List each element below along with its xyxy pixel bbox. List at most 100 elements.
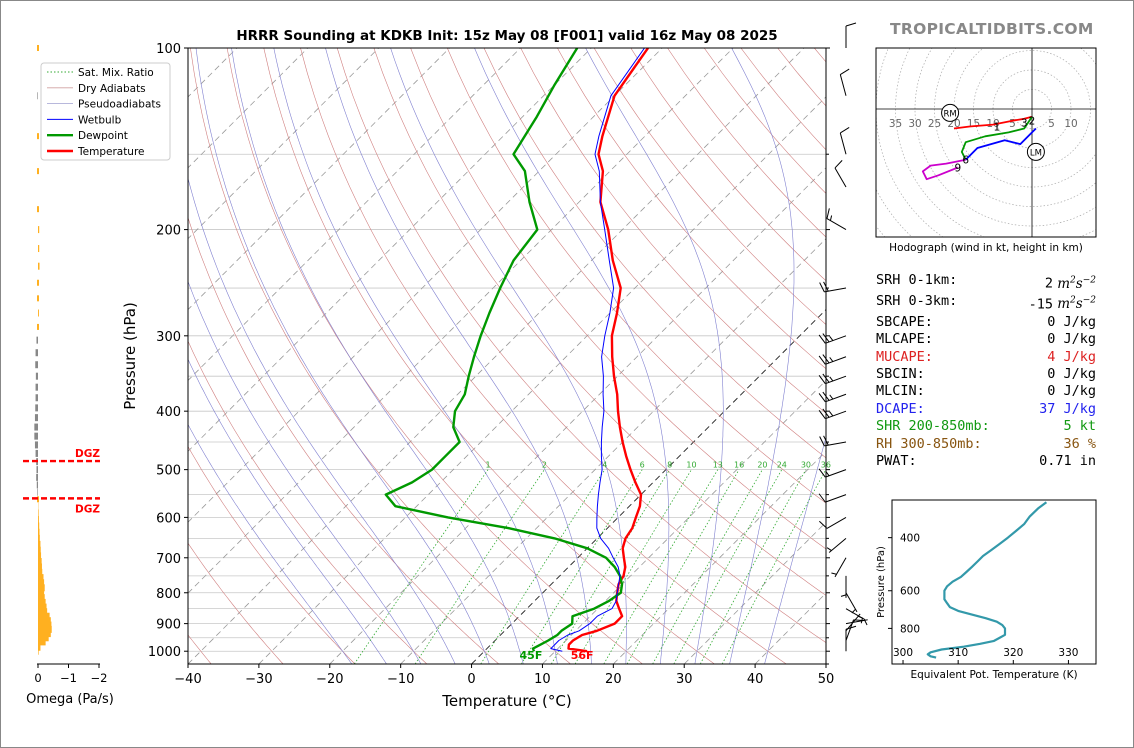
omega-bar <box>38 534 40 542</box>
dry-adiabat <box>557 48 826 370</box>
moist-adiabat <box>231 48 524 664</box>
wind-barb-half <box>825 471 830 477</box>
hodograph-frame <box>875 47 1097 238</box>
x-tick-label: 10 <box>534 672 551 687</box>
wind-barb-flag <box>823 281 829 292</box>
x-tick-label: 50 <box>818 672 835 687</box>
mixing-ratio-line <box>353 469 489 664</box>
wind-barb-staff <box>825 494 847 503</box>
omega-bar <box>37 295 39 302</box>
y-tick-label: 800 <box>156 587 181 602</box>
wind-barb-flag <box>845 22 857 27</box>
wind-barb-staff <box>825 335 847 344</box>
omega-bar <box>38 568 43 576</box>
wind-barb-half <box>860 618 863 624</box>
legend-entry: Pseudoadiabats <box>78 99 161 111</box>
wind-barb-staff <box>845 608 866 621</box>
omega-x-tick-label: −1 <box>60 671 77 685</box>
index-label: MUCAPE: <box>876 348 933 365</box>
dry-adiabat <box>520 48 826 414</box>
wind-barb-staff <box>834 167 847 188</box>
index-value: 0 J/kg <box>1047 331 1096 348</box>
mixing-ratio-label: 2 <box>542 461 547 470</box>
surface-dewpoint-label: 45F <box>520 649 543 662</box>
dry-adiabat <box>300 48 787 664</box>
wind-barb-staff <box>825 356 847 365</box>
wind-barb <box>845 619 868 626</box>
omega-bar <box>38 621 52 629</box>
isotherm <box>471 308 826 664</box>
omega-bar <box>34 423 38 431</box>
dry-adiabat <box>188 445 356 664</box>
wind-barb <box>839 127 850 155</box>
wind-barb-flag <box>818 468 826 478</box>
theta-e-y-tick-label: 800 <box>900 623 920 635</box>
index-unit: J/kg <box>1055 400 1096 417</box>
wind-barb-flag <box>834 160 843 169</box>
omega-bar <box>38 557 42 565</box>
hodograph-height-label: 6 <box>962 155 969 167</box>
wind-barb-staff <box>845 592 858 613</box>
index-number: -15 <box>1028 296 1053 313</box>
omega-bar <box>38 617 51 625</box>
storm-motion-marker <box>941 103 960 122</box>
index-number: 4 <box>1047 348 1056 365</box>
hodograph-range-label: 5 <box>1009 118 1016 130</box>
dry-adiabat <box>373 48 826 596</box>
isotherm <box>683 521 826 664</box>
hodograph-range-label: 15 <box>967 118 980 130</box>
omega-bar <box>38 647 39 655</box>
x-tick-label: −20 <box>316 672 343 687</box>
moist-adiabat <box>585 48 724 664</box>
omega-bar <box>38 226 40 234</box>
index-value: 0 J/kg <box>1047 383 1096 400</box>
omega-bar <box>37 279 39 286</box>
wind-barb-flag <box>823 435 829 446</box>
index-row: SBCIN: 0 J/kg <box>876 366 1096 383</box>
hodograph-trace <box>953 115 1033 130</box>
x-tick-label: 20 <box>605 672 622 687</box>
hodograph-trace <box>921 158 966 181</box>
y-tick-label: 100 <box>156 42 181 57</box>
isotherm <box>188 48 592 452</box>
omega-bar <box>38 516 39 524</box>
index-row: SRH 0-1km: 2 m2s−2 <box>876 272 1096 293</box>
omega-bar <box>37 488 38 496</box>
legend-entry: Wetbulb <box>78 114 122 126</box>
omega-bar <box>35 394 38 402</box>
omega-bar <box>37 92 38 100</box>
omega-bar <box>38 598 46 606</box>
dry-adiabat <box>188 542 284 664</box>
y-tick-label: 700 <box>156 552 181 567</box>
wind-barb-half <box>831 572 837 575</box>
theta-e-x-tick-label: 330 <box>1058 647 1078 659</box>
index-label: SBCAPE: <box>876 313 933 330</box>
omega-bar <box>37 206 39 213</box>
wind-barb <box>818 391 847 403</box>
index-value: 5 kt <box>1063 418 1096 435</box>
index-row: SBCAPE: 0 J/kg <box>876 314 1096 331</box>
wind-barb-flag <box>822 391 830 401</box>
omega-bar <box>37 168 39 175</box>
wind-barb-flag <box>822 408 830 418</box>
omega-bar <box>34 414 38 422</box>
wind-barb-flag <box>826 208 830 219</box>
wind-barb-half <box>829 411 834 417</box>
x-tick-label: −30 <box>245 672 272 687</box>
legend-entry: Temperature <box>77 146 145 158</box>
hodograph-range-label: 35 <box>889 118 902 130</box>
wind-barb-flag <box>819 282 825 293</box>
moist-adiabat <box>188 423 353 664</box>
legend: Sat. Mix. Ratio Dry Adiabats Pseudoadiabat… <box>40 62 171 161</box>
isotherm <box>613 450 826 664</box>
omega-bar <box>37 45 39 51</box>
dgz-label: DGZ <box>75 448 100 460</box>
storm-motion-label: LM <box>1030 148 1042 158</box>
wind-barb <box>826 537 847 553</box>
wind-barb-staff <box>834 557 847 578</box>
theta-e-x-tick-label: 310 <box>948 647 968 659</box>
omega-bar <box>35 372 38 380</box>
mixing-ratio-line <box>673 469 783 664</box>
omega-bar <box>38 608 48 616</box>
omega-bar <box>38 589 45 597</box>
